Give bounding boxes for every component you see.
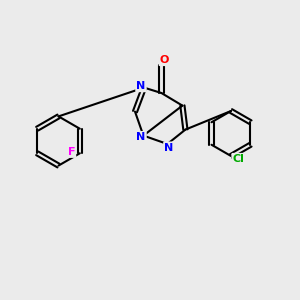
Text: O: O <box>160 55 169 65</box>
Text: F: F <box>68 147 75 157</box>
Text: Cl: Cl <box>232 154 244 164</box>
Text: N: N <box>136 132 146 142</box>
Text: N: N <box>164 142 173 153</box>
Text: N: N <box>136 81 146 91</box>
